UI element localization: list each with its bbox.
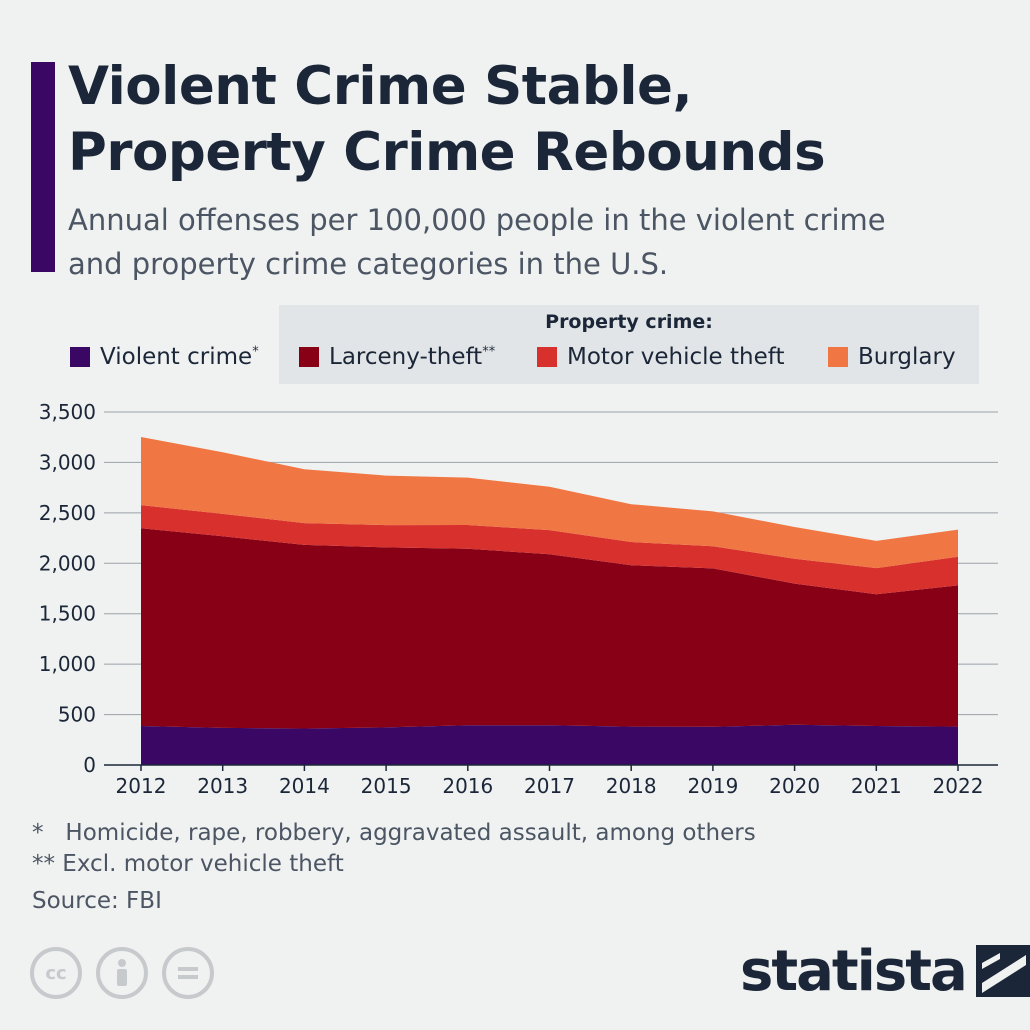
subtitle: Annual offenses per 100,000 people in th… (68, 198, 1008, 286)
x-tick-label: 2022 (933, 774, 984, 798)
subtitle-line-2: and property crime categories in the U.S… (68, 247, 669, 281)
y-tick-label: 3,000 (39, 450, 96, 474)
area-series-motor-vehicle-theft (141, 505, 958, 595)
x-tick-label: 2018 (606, 774, 657, 798)
footnote-violent-crime: * Homicide, rape, robbery, aggravated as… (32, 820, 756, 846)
legend-swatch (828, 347, 848, 367)
legend-label: Larceny-theft (329, 344, 483, 370)
area-series-burglary (141, 437, 958, 569)
legend-mark: ** (482, 344, 496, 360)
subtitle-line-1: Annual offenses per 100,000 people in th… (68, 203, 886, 237)
accent-bar (31, 62, 55, 272)
legend-label: Violent crime (100, 344, 253, 370)
x-tick-label: 2016 (442, 774, 493, 798)
legend-item-larceny-theft: Larceny-theft** (299, 342, 495, 372)
y-tick-label: 1,500 (39, 602, 96, 626)
x-tick-label: 2012 (116, 774, 167, 798)
area-series-larceny-theft (141, 528, 958, 729)
x-tick-label: 2013 (197, 774, 248, 798)
stacked-area-chart: 0 500 1,000 1,500 2,000 2,500 3,000 3,500 2012 20… (39, 400, 998, 798)
cc-icon-text: cc (45, 962, 67, 984)
attribution-icon[interactable] (96, 947, 148, 999)
legend-swatch (70, 347, 90, 367)
footnote-larceny: ** Excl. motor vehicle theft (32, 851, 344, 877)
x-tick-label: 2021 (851, 774, 902, 798)
statista-logo-icon (975, 945, 1030, 997)
y-tick-label: 3,500 (39, 400, 96, 424)
legend-group-title: Property crime: (545, 311, 713, 333)
no-derivatives-icon[interactable] (162, 947, 214, 999)
legend-item-violent-crime: Violent crime* (70, 342, 259, 372)
legend-swatch (299, 347, 319, 367)
y-tick-label: 2,500 (39, 501, 96, 525)
cc-icon[interactable]: cc (30, 947, 82, 999)
y-tick-label: 2,000 (39, 551, 96, 575)
area-series-violent-crime (141, 724, 958, 765)
x-tick-label: 2017 (524, 774, 575, 798)
x-tick-label: 2014 (279, 774, 330, 798)
y-tick-label: 0 (83, 753, 96, 777)
legend-item-motor-vehicle-theft: Motor vehicle theft (537, 342, 784, 372)
y-tick-label: 1,000 (39, 652, 96, 676)
y-tick-label: 500 (58, 703, 96, 727)
title-line-2: Property Crime Rebounds (68, 122, 826, 183)
legend-label: Motor vehicle theft (567, 344, 785, 370)
source-note: Source: FBI (32, 888, 162, 914)
legend-swatch (537, 347, 557, 367)
legend-item-burglary: Burglary (828, 342, 956, 372)
legend-mark: * (252, 344, 259, 360)
x-tick-label: 2019 (687, 774, 738, 798)
statista-brand[interactable]: statista (740, 938, 1030, 1004)
x-tick-label: 2015 (361, 774, 412, 798)
page-title: Violent Crime Stable, Property Crime Reb… (68, 54, 1008, 186)
legend-label: Burglary (858, 344, 956, 370)
property-crime-legend-box (279, 305, 979, 384)
brand-name: statista (740, 938, 968, 1004)
title-line-1: Violent Crime Stable, (68, 56, 693, 117)
x-tick-label: 2020 (769, 774, 820, 798)
license-icons: cc (30, 947, 214, 999)
